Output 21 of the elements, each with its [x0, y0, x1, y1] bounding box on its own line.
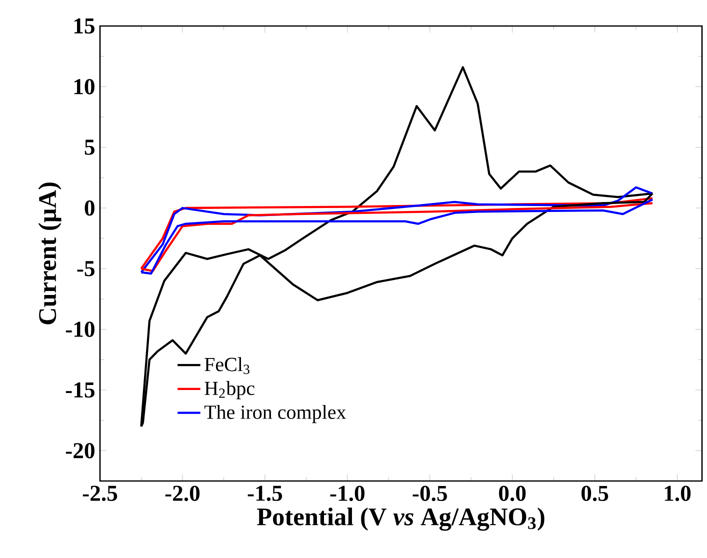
- y-tick-label: -10: [66, 322, 94, 337]
- x-tick-label: -2.5: [82, 486, 118, 502]
- legend-label: The iron complex: [204, 404, 346, 424]
- legend-label: FeCl$_{3}$: [204, 357, 250, 374]
- y-tick-label: -15: [66, 382, 94, 398]
- legend-label: H$_{2}$bpc: [204, 381, 254, 400]
- x-axis-title: Potential (V vs Ag/AgNO$_{3}$): [257, 508, 544, 531]
- x-tick-label: 0.5: [581, 486, 608, 502]
- x-tick-label: -2.0: [165, 486, 200, 502]
- y-tick-label: -5: [77, 261, 94, 276]
- y-tick-label: -20: [66, 443, 94, 458]
- x-tick-label: 0.0: [499, 486, 526, 502]
- y-tick-label: 5: [84, 140, 94, 155]
- y-tick-label: 0: [84, 200, 94, 216]
- x-tick-label: 1.0: [664, 486, 691, 502]
- x-tick-label: -0.5: [412, 486, 447, 502]
- x-tick-label: -1.0: [330, 486, 364, 502]
- x-tick-label: -1.5: [248, 486, 282, 501]
- y-axis-title: Current (μA): [38, 182, 62, 324]
- y-tick-label: 15: [74, 18, 94, 34]
- y-tick-label: 10: [74, 79, 94, 94]
